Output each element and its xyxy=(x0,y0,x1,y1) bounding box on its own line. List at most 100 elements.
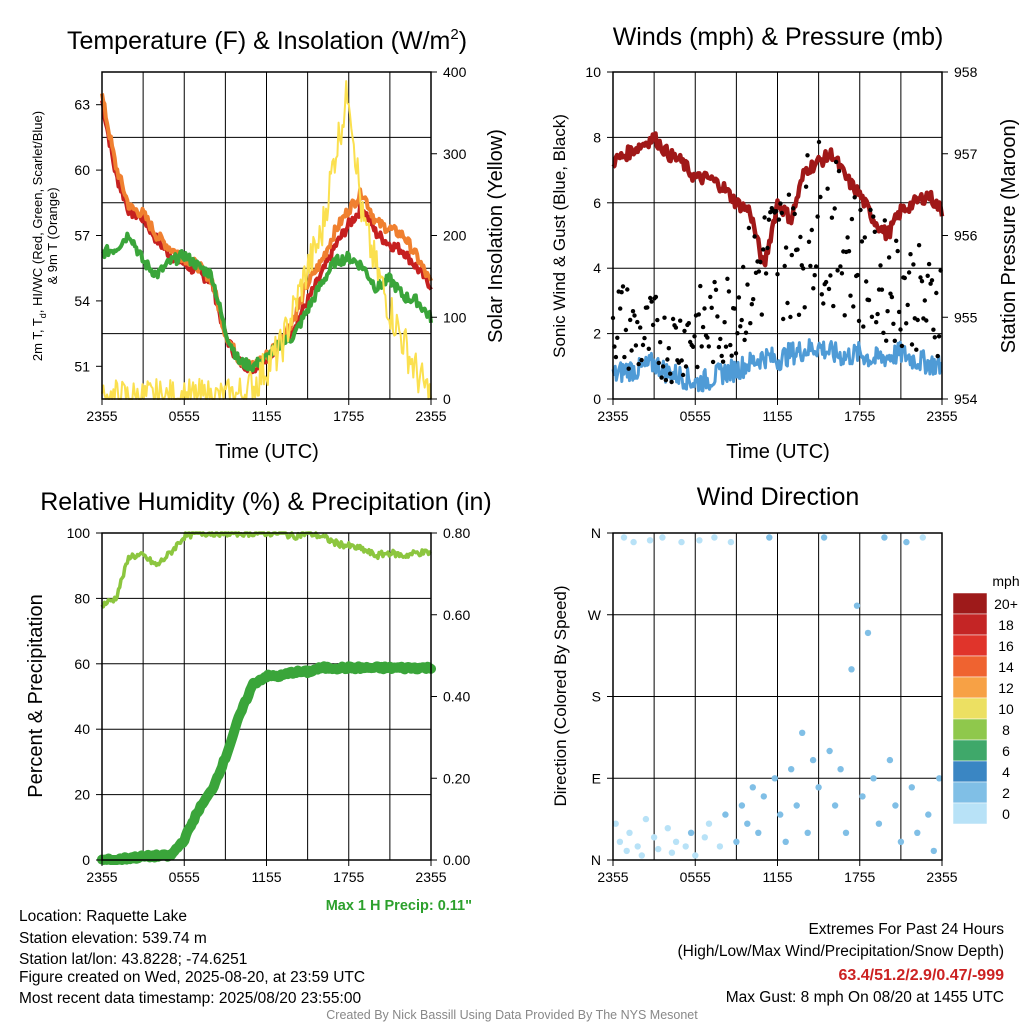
gust-point xyxy=(639,357,644,363)
gust-point xyxy=(899,343,905,349)
gust-point xyxy=(812,273,817,278)
direction-point xyxy=(875,820,883,827)
info-created: Figure created on Wed, 2025-08-20, at 23… xyxy=(19,969,365,986)
legend-label: 8 xyxy=(1002,722,1010,738)
direction-point xyxy=(820,534,828,541)
gust-point xyxy=(670,316,676,322)
legend-swatch xyxy=(952,634,988,657)
direction-point xyxy=(672,838,680,845)
wind-ylabel: Sonic Wind & Gust (Blue, Black) xyxy=(550,114,569,358)
gust-point xyxy=(928,281,933,286)
gust-point xyxy=(622,354,627,360)
gust-point xyxy=(934,290,939,296)
gust-point xyxy=(716,344,722,350)
gust-point xyxy=(748,321,753,326)
direction-point xyxy=(733,838,740,845)
x-tick-label: 0555 xyxy=(680,408,711,424)
x-tick-label: 2355 xyxy=(86,869,117,885)
dir-title: Wind Direction xyxy=(697,483,860,511)
rh-panel: Relative Humidity (%) & Precipitation (i… xyxy=(25,488,492,914)
gust-point xyxy=(788,314,793,320)
gust-point xyxy=(759,312,764,317)
gust-point xyxy=(739,317,744,323)
gust-point xyxy=(636,361,641,367)
gust-point xyxy=(728,342,733,348)
y2-tick-label: 955 xyxy=(954,309,978,325)
legend-label: 12 xyxy=(998,680,1014,696)
direction-point xyxy=(664,825,671,832)
direction-point xyxy=(831,802,839,809)
gust-point xyxy=(852,195,857,200)
precip-line xyxy=(97,661,436,865)
gust-point xyxy=(658,340,663,345)
direction-point xyxy=(793,802,800,809)
legend-swatch xyxy=(952,718,988,741)
gust-point xyxy=(909,342,915,347)
gust-point xyxy=(809,227,814,233)
gust-point xyxy=(791,206,796,211)
x-tick-label: 2355 xyxy=(597,408,628,424)
direction-point xyxy=(612,820,619,827)
rh-y2-ticks: 0.00 0.20 0.40 0.60 0.80 xyxy=(431,525,470,868)
temp-grid xyxy=(102,72,431,399)
legend-swatch xyxy=(952,592,988,615)
rh-y-ticks: 0 20 40 60 80 100 xyxy=(67,525,102,868)
rh-ylabel: Percent & Precipitation xyxy=(25,594,47,797)
gust-point xyxy=(635,319,640,325)
y2-tick-label: 0.40 xyxy=(443,689,470,705)
gust-point xyxy=(690,344,696,349)
wind-y-ticks: 0 2 4 6 8 10 xyxy=(585,64,613,407)
gust-point xyxy=(776,217,782,222)
gust-point xyxy=(726,289,732,294)
extremes-title: Extremes For Past 24 Hours xyxy=(808,921,1004,938)
temp-ylabel-line2: & 9m T (Orange) xyxy=(45,187,60,284)
gust-point xyxy=(821,301,826,306)
y-tick-label: 54 xyxy=(74,293,90,309)
gust-point xyxy=(815,214,820,219)
direction-point xyxy=(646,537,654,544)
gust-point xyxy=(710,359,716,365)
y-tick-label: 51 xyxy=(74,358,90,374)
gust-point xyxy=(700,324,706,330)
gust-point xyxy=(642,335,647,341)
y2-tick-label: 0 xyxy=(443,391,451,407)
legend-swatch xyxy=(952,760,988,783)
legend-label: 18 xyxy=(998,617,1014,633)
gust-point xyxy=(904,321,909,326)
gust-point xyxy=(829,215,835,220)
gust-point xyxy=(649,299,654,304)
gust-point xyxy=(692,334,697,339)
gust-point xyxy=(752,234,757,239)
rh-grid xyxy=(102,533,431,860)
y-tick-label: 20 xyxy=(74,787,90,803)
y-tick-label: S xyxy=(592,689,601,705)
y-tick-label: 6 xyxy=(593,195,601,211)
y2-tick-label: 0.60 xyxy=(443,607,470,623)
gust-point xyxy=(713,287,719,292)
temp-series-line xyxy=(100,93,433,369)
direction-point xyxy=(738,802,746,809)
gust-point xyxy=(886,255,892,260)
gust-point xyxy=(638,325,643,330)
temp-y2-ticks: 0 100 200 300 400 xyxy=(431,64,467,407)
gust-point xyxy=(705,335,710,340)
gust-point xyxy=(765,245,770,251)
temp-y-ticks: 51 54 57 60 63 xyxy=(74,97,102,374)
gust-point xyxy=(916,243,922,248)
gust-point xyxy=(802,305,807,310)
gust-point xyxy=(666,346,671,351)
gust-point xyxy=(929,278,935,283)
info-elevation: Station elevation: 539.74 m xyxy=(19,930,207,947)
gust-point xyxy=(735,331,740,336)
gust-point xyxy=(861,324,866,329)
temp-ylabel-line1: 2m T, Td, HI/WC (Red, Green, Scarlet/Blu… xyxy=(30,111,48,361)
gust-point xyxy=(823,279,829,285)
gust-point xyxy=(818,194,823,200)
gust-point xyxy=(668,371,673,376)
x-tick-label: 2355 xyxy=(926,408,957,424)
temp-title: Temperature (F) & Insolation (W/m2) xyxy=(67,26,467,55)
gust-point xyxy=(884,338,889,343)
gust-point xyxy=(706,344,711,349)
gust-point xyxy=(806,239,812,244)
